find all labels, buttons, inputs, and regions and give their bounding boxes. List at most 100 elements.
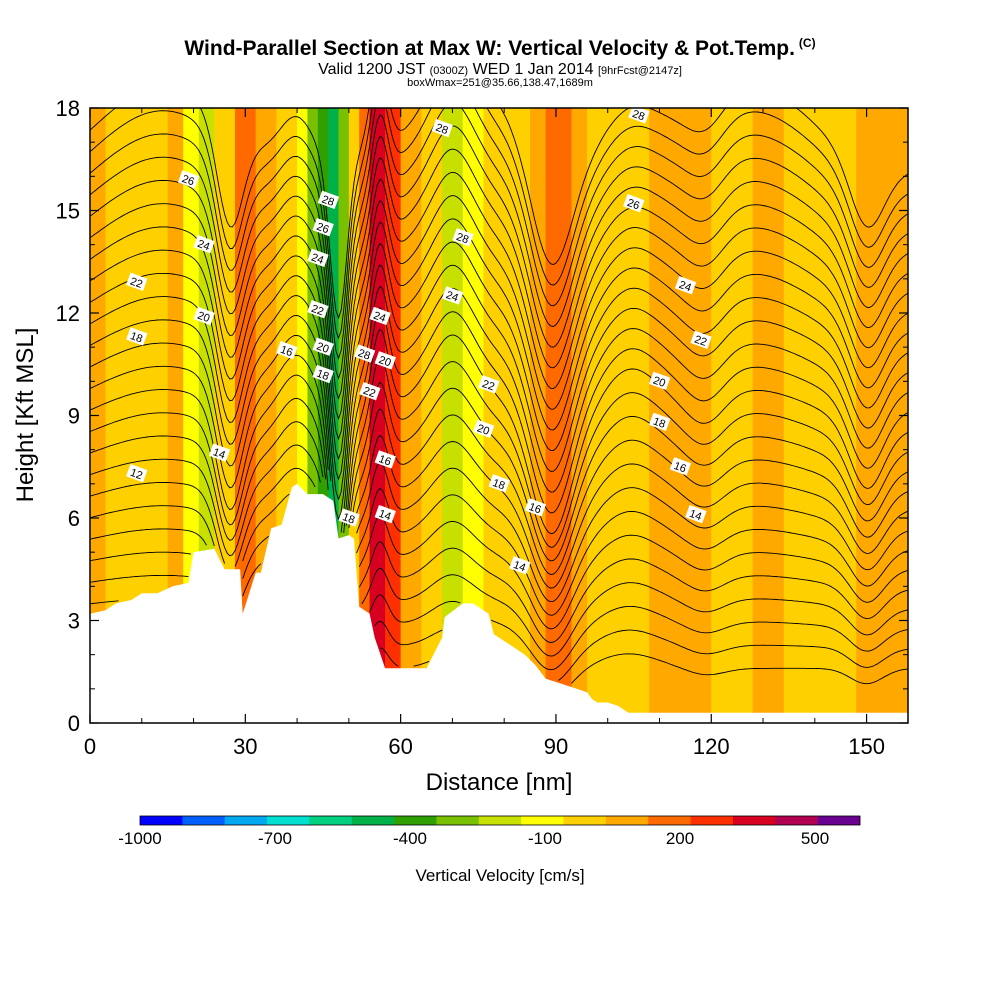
contour-label-text: 24 — [310, 252, 326, 267]
contour-label-box — [317, 190, 340, 210]
colorbar-tick-label: -400 — [393, 829, 427, 848]
contour-label: 22 — [359, 381, 381, 401]
velocity-band — [348, 108, 360, 723]
contour-label-text: 20 — [377, 354, 393, 369]
theta-contour-line — [90, 328, 908, 535]
x-tick-label: 120 — [693, 734, 730, 759]
contour-label-text: 26 — [315, 221, 331, 236]
colorbar-swatch — [182, 816, 226, 825]
contour-label-text: 16 — [672, 460, 688, 475]
y-tick-label: 12 — [56, 301, 80, 326]
contour-label: 24 — [674, 276, 697, 295]
contour-label-box — [126, 327, 148, 346]
velocity-band — [359, 108, 371, 723]
contour-label: 28 — [317, 190, 340, 210]
vertical-velocity-field — [90, 108, 908, 723]
contour-label-box — [374, 351, 396, 370]
contour-label-box — [374, 450, 396, 469]
contour-label-text: 22 — [128, 276, 144, 291]
x-tick-label: 0 — [84, 734, 96, 759]
y-tick-label: 6 — [68, 506, 80, 531]
contour-label-text: 22 — [480, 378, 496, 393]
colorbar-swatch — [775, 816, 818, 825]
colorbar-swatch — [648, 816, 691, 825]
contour-label-box — [312, 337, 334, 356]
colorbar: -1000 -700 -400 -100 200 500 — [118, 815, 861, 848]
colorbar-tick-label: -100 — [528, 829, 562, 848]
colorbar-swatch — [140, 816, 183, 825]
contour-label: 16 — [524, 498, 547, 517]
theta-contour-line — [90, 148, 908, 420]
contour-label-box — [674, 276, 697, 295]
contour-label: 24 — [441, 286, 464, 305]
contour-label-box — [524, 498, 547, 517]
contour-label-box — [628, 108, 650, 124]
contour-label-box — [472, 419, 495, 438]
y-tick-label: 18 — [56, 96, 80, 121]
contour-labels: 12 14 16 18 20 22 24 26 28 26 24 22 20 18 18 28 24 20 22 16… — [126, 108, 712, 575]
colorbar-swatch — [309, 816, 353, 825]
colorbar-swatch — [351, 816, 395, 825]
velocity-band — [234, 108, 257, 723]
contour-label: 24 — [193, 235, 215, 254]
contour-label-box — [312, 364, 334, 384]
contour-label: 20 — [472, 419, 495, 438]
axes: 0 30 60 90 120 150 0 3 6 9 12 15 18 — [56, 96, 908, 759]
x-tick-label: 90 — [544, 734, 568, 759]
contour-label-text: 26 — [625, 197, 641, 212]
theta-contour-line — [90, 171, 908, 441]
contour-label-box — [193, 235, 215, 254]
colorbar-tick-label: -700 — [258, 829, 292, 848]
contour-label: 26 — [623, 194, 645, 213]
contour-label-text: 28 — [320, 194, 336, 209]
contour-label: 20 — [193, 306, 215, 326]
theta-contour-line — [90, 285, 908, 533]
contour-label-text: 28 — [434, 122, 450, 137]
boxwmax-text: boxWmax=251@35.66,138.47,1689m — [407, 77, 593, 89]
boxwmax-line: boxWmax=251@35.66,138.47,1689m — [0, 77, 1000, 89]
theta-contour-line — [90, 125, 908, 400]
colorbar-swatch — [478, 816, 522, 825]
title-text: Wind-Parallel Section at Max W: Vertical… — [184, 37, 795, 60]
theta-contour-line — [90, 195, 908, 461]
contour-label: 14 — [509, 556, 531, 575]
colorbar-tick-label: 500 — [801, 829, 829, 848]
contour-label-text: 18 — [128, 330, 144, 345]
velocity-band — [545, 108, 572, 723]
contour-label: 16 — [374, 450, 396, 469]
theta-contour-line — [90, 218, 908, 481]
contour-label: 16 — [669, 457, 692, 476]
contour-label-text: 16 — [377, 453, 393, 468]
theta-contour-line — [90, 108, 908, 380]
colorbar-swatch — [224, 816, 268, 825]
theta-contour-line — [379, 647, 908, 685]
contour-label-text: 28 — [455, 231, 471, 246]
y-tick-label: 9 — [68, 404, 80, 429]
contour-label-text: 14 — [688, 508, 704, 523]
y-tick-label: 15 — [56, 199, 80, 224]
x-tick-label: 30 — [233, 734, 257, 759]
colorbar-swatch — [563, 816, 607, 825]
contour-label: 28 — [452, 228, 474, 247]
colorbar-tick-label: 200 — [666, 829, 694, 848]
velocity-band — [317, 108, 329, 723]
terrain-profile — [90, 483, 908, 723]
theta-contour-line — [90, 408, 908, 575]
contour-label: 16 — [276, 340, 298, 360]
theta-contour-line — [374, 620, 908, 681]
velocity-band — [167, 108, 184, 723]
contour-label-box — [307, 248, 329, 268]
contour-label-box — [431, 118, 453, 138]
contour-label-box — [648, 371, 671, 391]
theta-contour-line — [90, 307, 908, 534]
contour-label-text: 24 — [196, 238, 212, 253]
valid-date: WED 1 Jan 2014 — [472, 61, 594, 78]
contour-label-box — [478, 375, 500, 394]
velocity-band — [752, 108, 785, 723]
contour-label-text: 20 — [315, 340, 331, 355]
velocity-band — [385, 108, 402, 723]
contour-label: 20 — [648, 371, 671, 391]
contour-label-box — [177, 170, 200, 189]
contour-label: 18 — [312, 364, 334, 384]
contour-label: 24 — [307, 248, 329, 268]
